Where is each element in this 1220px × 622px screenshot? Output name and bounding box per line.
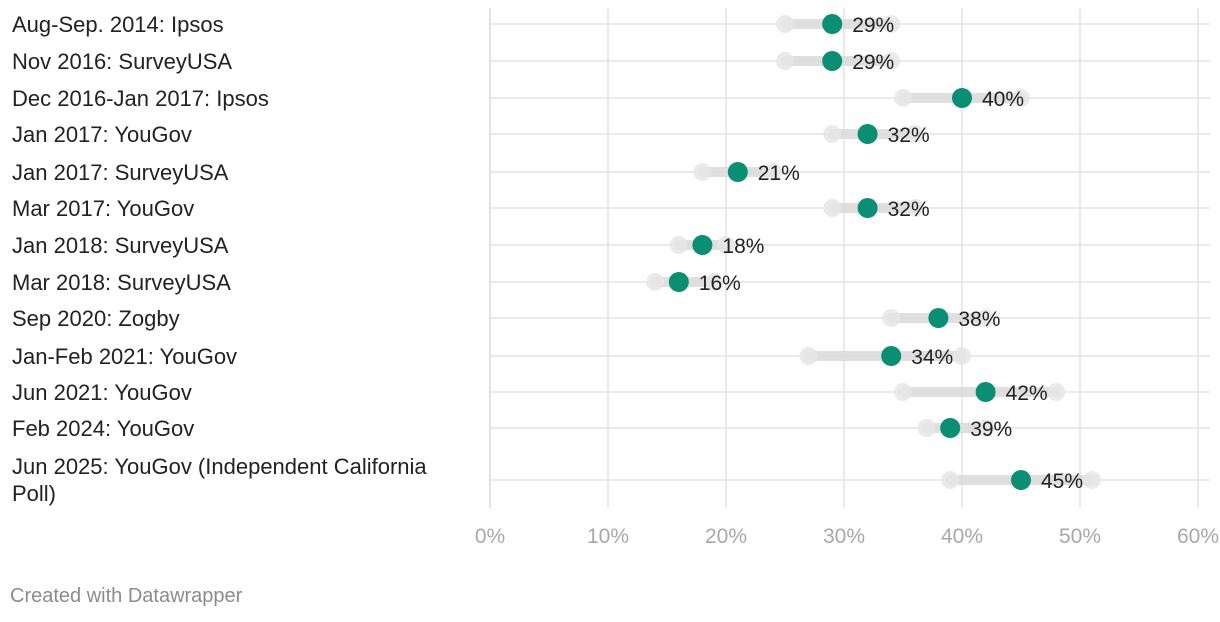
category-label: Jan 2018: SurveyUSA [12, 233, 229, 258]
x-tick-label: 30% [823, 525, 865, 548]
range-high-marker [1047, 383, 1066, 401]
data-label: 45% [1041, 470, 1083, 493]
range-low-marker [776, 52, 794, 70]
range-high-marker [882, 52, 901, 70]
range-high-marker [764, 163, 783, 181]
category-label: Jan-Feb 2021: YouGov [12, 344, 237, 369]
range-high-marker [705, 273, 724, 291]
data-label: 18% [722, 235, 764, 258]
category-label: Feb 2024: YouGov [12, 416, 194, 441]
data-point [975, 382, 996, 402]
data-label: 42% [1006, 382, 1048, 405]
range-low-marker [646, 273, 665, 291]
datawrapper-credit: Created with Datawrapper [10, 585, 243, 607]
range-high-marker [1082, 471, 1101, 489]
range-low-marker [882, 309, 901, 327]
x-tick-label: 10% [587, 525, 629, 548]
range-low-marker [776, 15, 794, 33]
category-label: Jun 2025: YouGov (Independent California [12, 454, 427, 479]
data-point [857, 124, 878, 144]
data-point [822, 51, 843, 71]
category-label: Jan 2017: SurveyUSA [12, 160, 229, 185]
data-label: 29% [852, 14, 894, 37]
data-point [727, 162, 748, 182]
category-label: Mar 2017: YouGov [12, 196, 194, 221]
range-high-marker [905, 125, 924, 143]
x-tick-label: 0% [475, 525, 505, 548]
range-high-marker [905, 199, 924, 217]
category-label: Sep 2020: Zogby [12, 306, 180, 331]
data-point [940, 418, 961, 438]
range-high-marker [1012, 89, 1030, 107]
data-point [857, 198, 878, 218]
data-point [692, 235, 713, 255]
category-label: Mar 2018: SurveyUSA [12, 270, 231, 295]
range-high-marker [717, 236, 735, 254]
range-low-marker [799, 347, 818, 365]
data-label: 32% [888, 198, 930, 221]
range-high-marker [882, 15, 901, 33]
data-point [952, 88, 972, 108]
x-tick-label: 40% [941, 525, 983, 548]
category-label: Aug-Sep. 2014: Ipsos [12, 12, 224, 37]
data-point [881, 346, 902, 366]
category-label: Jan 2017: YouGov [12, 122, 192, 147]
range-high-marker [953, 347, 971, 365]
category-label: Poll) [12, 481, 56, 506]
x-tick-label: 50% [1059, 525, 1101, 548]
category-label: Jun 2021: YouGov [12, 380, 192, 405]
data-point [668, 272, 689, 292]
category-label: Dec 2016-Jan 2017: Ipsos [12, 86, 269, 111]
range-low-marker [894, 383, 912, 401]
x-tick-label: 20% [705, 525, 747, 548]
category-label: Nov 2016: SurveyUSA [12, 49, 232, 74]
data-label: 40% [982, 88, 1024, 111]
data-point [1011, 470, 1031, 490]
x-tick-label: 60% [1177, 525, 1219, 548]
range-low-marker [917, 419, 936, 437]
range-low-marker [693, 163, 712, 181]
data-label: 21% [758, 162, 800, 185]
data-label: 32% [888, 124, 930, 147]
range-low-marker [823, 199, 842, 217]
range-low-marker [669, 236, 688, 254]
range-low-marker [894, 89, 912, 107]
data-point [928, 308, 949, 328]
range-low-marker [823, 125, 842, 143]
range-high-marker [976, 419, 995, 437]
data-label: 16% [699, 272, 741, 295]
data-label: 38% [958, 308, 1000, 331]
data-label: 29% [852, 51, 894, 74]
range-high-marker [976, 309, 995, 327]
data-point [822, 14, 843, 34]
data-label: 34% [911, 346, 953, 369]
data-label: 39% [970, 418, 1012, 441]
range-low-marker [941, 471, 960, 489]
